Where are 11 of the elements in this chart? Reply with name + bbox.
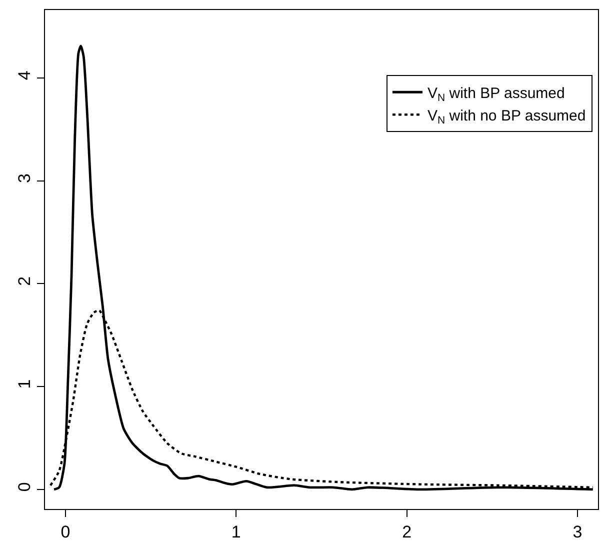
legend-label: V$_{N}$ with BP assumed bbox=[427, 84, 565, 104]
legend-label: V$_{N}$ with no BP assumed bbox=[427, 107, 586, 127]
y-tick-label: 2 bbox=[15, 276, 34, 286]
y-tick-label: 4 bbox=[15, 70, 34, 80]
x-tick-label: 1 bbox=[231, 522, 241, 542]
y-tick-label: 1 bbox=[15, 379, 34, 389]
x-tick-label: 3 bbox=[572, 522, 582, 542]
x-tick-label: 2 bbox=[402, 522, 412, 542]
y-tick-label: 3 bbox=[15, 174, 34, 183]
y-tick-label: 0 bbox=[15, 482, 34, 492]
x-tick-label: 0 bbox=[60, 522, 70, 542]
